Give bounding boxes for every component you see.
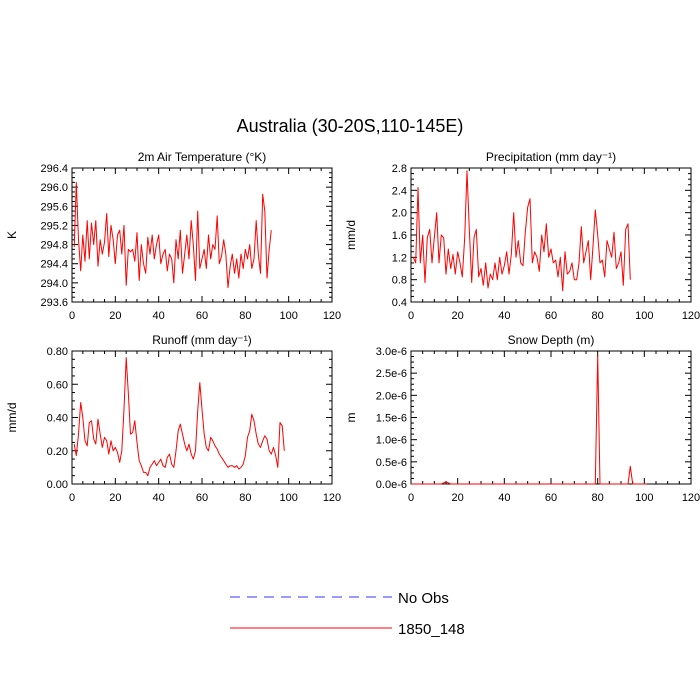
x-tick-label: 20: [452, 492, 464, 504]
x-tick-label: 60: [545, 492, 557, 504]
series-line-1850_148: [411, 354, 647, 485]
x-tick-label: 0: [408, 310, 414, 322]
y-tick-label: 2.0e-6: [376, 390, 407, 402]
y-tick-label: 295.6: [40, 201, 68, 213]
series-line-1850_148: [73, 357, 285, 477]
x-tick-label: 100: [279, 492, 297, 504]
series-line-1850_148: [73, 181, 272, 289]
x-tick-label: 60: [545, 310, 557, 322]
y-tick-label: 1.2: [392, 252, 407, 264]
x-tick-label: 100: [635, 492, 653, 504]
x-tick-label: 20: [452, 310, 464, 322]
y-tick-label: 0.00: [47, 479, 68, 491]
x-tick-label: 40: [498, 310, 510, 322]
x-tick-label: 120: [323, 310, 341, 322]
plot-frame: [71, 167, 333, 303]
y-tick-label: 295.2: [40, 220, 68, 232]
x-tick-label: 80: [239, 492, 251, 504]
panel-title: Runoff (mm day⁻¹): [152, 333, 251, 347]
y-tick-label: 2.0: [392, 208, 407, 220]
panel-title: Precipitation (mm day⁻¹): [486, 150, 616, 164]
x-tick-label: 20: [109, 310, 121, 322]
x-tick-label: 40: [153, 492, 165, 504]
y-tick-label: 1.0e-6: [376, 435, 407, 447]
y-tick-label: 0.0e-6: [376, 479, 407, 491]
chart-panel-4: Snow Depth (m) m 0 20 40 60 80 100 120 0.0e-6 0.5e…: [344, 333, 700, 504]
x-tick-label: 40: [498, 492, 510, 504]
x-tick-label: 0: [408, 492, 414, 504]
y-tick-label: 1.5e-6: [376, 413, 407, 425]
chart-panel-1: 2m Air Temperature (°K) K 0 20 40 60 80 100 120 2…: [5, 150, 341, 322]
x-tick-label: 80: [592, 310, 604, 322]
y-tick-label: 0.8: [392, 275, 407, 287]
x-tick-label: 100: [279, 310, 297, 322]
y-tick-label: 2.5e-6: [376, 368, 407, 380]
x-tick-label: 80: [239, 310, 251, 322]
y-tick-label: 2.8: [392, 163, 407, 175]
y-tick-label: 294.8: [40, 240, 68, 252]
plot-frame: [410, 350, 692, 485]
x-tick-label: 60: [196, 492, 208, 504]
panel-title: Snow Depth (m): [508, 333, 595, 347]
x-tick-label: 120: [323, 492, 341, 504]
x-tick-label: 60: [196, 310, 208, 322]
y-tick-label: 1.6: [392, 230, 407, 242]
y-axis-label: m: [344, 413, 358, 423]
y-tick-label: 294.4: [40, 259, 68, 271]
plot-frame: [71, 350, 333, 485]
series-line-1850_148: [412, 170, 631, 292]
y-axis-label: mm/d: [5, 403, 19, 433]
y-tick-label: 296.0: [40, 182, 68, 194]
y-tick-label: 0.5e-6: [376, 457, 407, 469]
chart-panel-2: Precipitation (mm day⁻¹) mm/d 0 20 40 60 80 100…: [344, 150, 700, 322]
y-tick-label: 0.60: [47, 379, 68, 391]
y-tick-label: 0.20: [47, 446, 68, 458]
chart-panel-3: Runoff (mm day⁻¹) mm/d 0 20 40 60 80 100 120 0.00…: [5, 333, 341, 504]
x-tick-label: 100: [635, 310, 653, 322]
legend-label-2: 1850_148: [398, 621, 465, 638]
x-tick-label: 0: [69, 310, 75, 322]
y-tick-label: 296.4: [40, 163, 68, 175]
chart-panels: 2m Air Temperature (°K) K 0 20 40 60 80 100 120 2…: [5, 150, 700, 504]
x-tick-label: 0: [69, 492, 75, 504]
y-tick-label: 0.80: [47, 346, 68, 358]
y-axis-label: K: [5, 231, 19, 239]
x-tick-label: 120: [682, 310, 700, 322]
panel-title: 2m Air Temperature (°K): [138, 150, 267, 164]
y-tick-label: 3.0e-6: [376, 346, 407, 358]
y-tick-label: 0.4: [392, 297, 407, 309]
y-tick-label: 293.6: [40, 297, 68, 309]
plot-frame: [410, 167, 692, 303]
x-tick-label: 40: [153, 310, 165, 322]
figure-title: Australia (30-20S,110-145E): [237, 116, 464, 136]
y-tick-label: 0.40: [47, 413, 68, 425]
legend: No Obs 1850_148: [230, 590, 465, 638]
y-axis-label: mm/d: [344, 220, 358, 250]
y-tick-label: 294.0: [40, 278, 68, 290]
x-tick-label: 120: [682, 492, 700, 504]
legend-label-1: No Obs: [398, 590, 449, 607]
y-tick-label: 2.4: [392, 185, 407, 197]
x-tick-label: 20: [109, 492, 121, 504]
x-tick-label: 80: [592, 492, 604, 504]
